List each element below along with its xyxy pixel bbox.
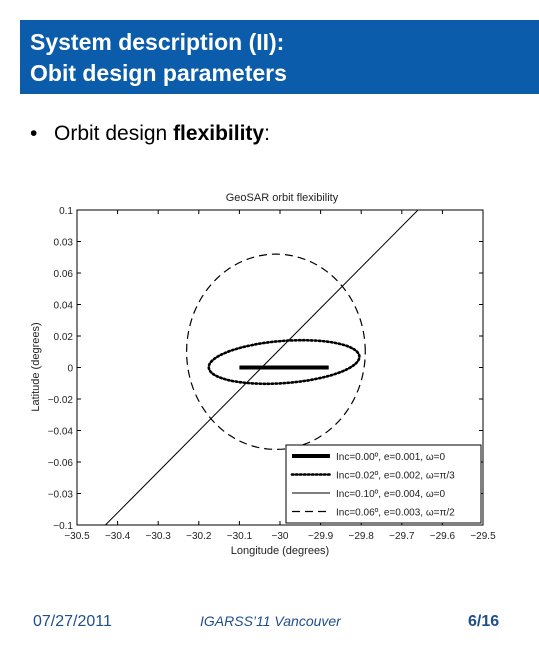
y-tick-label: 0.06 <box>54 269 74 280</box>
y-axis-label: Latitude (degrees) <box>30 322 42 411</box>
x-axis-label: Longitude (degrees) <box>231 545 329 557</box>
y-tick-label: −0.1 <box>53 521 73 532</box>
orbit-flexibility-chart: GeoSAR orbit flexibility −30.5 −30.4 −30.3… <box>30 192 496 557</box>
x-tick-label: −30.1 <box>227 531 253 542</box>
ticks-layer: −30.5 −30.4 −30.3 −30.2 −30.1 −30 −29.9 −29.8 −2… <box>48 206 496 542</box>
x-tick-label: −29.5 <box>470 531 496 542</box>
y-tick-label: 0.02 <box>54 332 74 343</box>
bullet-point: • Orbit design flexibility: <box>30 122 270 146</box>
bullet-text-suffix: : <box>264 122 270 145</box>
slide-title-bar: System description (II): Obit design par… <box>20 20 539 94</box>
footer-conference: IGARSS’11 Vancouver <box>200 613 341 629</box>
y-tick-label: −0.06 <box>48 458 74 469</box>
x-tick-label: −30 <box>272 531 289 542</box>
series-inc-0-10-line <box>105 210 419 525</box>
y-tick-label: 0 <box>67 364 73 375</box>
y-tick-label: −0.04 <box>48 427 74 438</box>
bullet-text-prefix: Orbit design <box>54 122 174 145</box>
x-tick-label: −30.2 <box>186 531 212 542</box>
y-tick-label: 0.03 <box>54 238 74 249</box>
x-tick-label: −30.5 <box>64 531 90 542</box>
chart-title: GeoSAR orbit flexibility <box>226 192 339 204</box>
y-tick-label: −0.03 <box>48 490 74 501</box>
x-tick-label: −29.7 <box>389 531 415 542</box>
footer-page-number: 6/16 <box>468 613 500 630</box>
footer-date: 07/27/2011 <box>33 613 112 630</box>
x-tick-label: −30.4 <box>105 531 131 542</box>
x-tick-label: −30.3 <box>146 531 172 542</box>
y-tick-label: −0.02 <box>48 395 74 406</box>
x-tick-label: −29.6 <box>430 531 456 542</box>
slide-title-line-2: Obit design parameters <box>30 60 287 86</box>
legend-entry-label: Inc=0.10º, e=0.004, ω=0 <box>336 489 445 500</box>
bullet-text-bold: flexibility <box>173 122 265 145</box>
chart-legend: Inc=0.00º, e=0.001, ω=0 Inc=0.02º, e=0.00… <box>285 444 482 524</box>
legend-entry-label: Inc=0.02º, e=0.002, ω=π/3 <box>336 471 455 482</box>
legend-entry-label: Inc=0.06º, e=0.003, ω=π/2 <box>336 508 455 519</box>
y-tick-label: 0.04 <box>54 301 74 312</box>
series-inc-0-02-ellipse <box>207 338 361 386</box>
slide-title-line-1: System description (II): <box>30 29 285 55</box>
x-tick-label: −29.9 <box>308 531 334 542</box>
y-tick-label: 0.1 <box>59 206 73 217</box>
series-inc-0-06-ellipse <box>185 253 366 451</box>
x-tick-label: −29.8 <box>349 531 375 542</box>
legend-entry-label: Inc=0.00º, e=0.001, ω=0 <box>336 452 445 463</box>
bullet-dot-icon: • <box>30 122 38 145</box>
series-layer <box>105 210 419 525</box>
